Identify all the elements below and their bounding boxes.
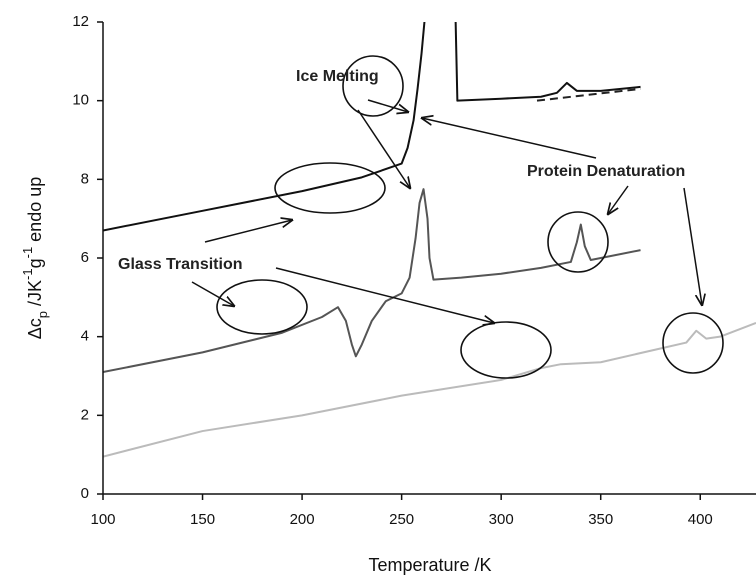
- y-tick-label: 12: [72, 13, 89, 30]
- y-label-part: -1: [20, 247, 35, 259]
- y-label-part: -1: [20, 268, 35, 280]
- circle: [342, 55, 404, 117]
- arrow: [204, 220, 292, 243]
- ellipse: [460, 321, 552, 379]
- x-tick-label: 150: [190, 511, 215, 528]
- data-line: [103, 188, 641, 374]
- data-line: [103, 22, 641, 232]
- y-label-part: endo up: [25, 177, 45, 247]
- annotation: Protein Denaturation: [527, 163, 685, 180]
- x-tick-label: 300: [489, 511, 514, 528]
- y-tick-label: 4: [81, 328, 89, 345]
- ellipse: [274, 162, 386, 214]
- x-tick-label: 350: [588, 511, 613, 528]
- arrow: [367, 99, 408, 112]
- y-tick-label: 2: [81, 406, 89, 423]
- y-label-part: Δc: [25, 318, 45, 339]
- arrow: [357, 109, 410, 188]
- annotation: Glass Transition: [118, 256, 242, 273]
- plot-area: [103, 22, 756, 458]
- x-tick-label: 400: [688, 511, 713, 528]
- y-label-part: p: [35, 311, 50, 318]
- x-axis-label: Temperature /K: [368, 555, 491, 575]
- data-line: [103, 321, 756, 458]
- annotation-shapes: [191, 55, 724, 379]
- arrow: [683, 187, 702, 305]
- y-tick-label: 6: [81, 249, 89, 266]
- arrow: [191, 281, 234, 306]
- y-axis-label: Δcp /JK-1g-1 endo up: [20, 177, 50, 340]
- x-tick-label: 200: [290, 511, 315, 528]
- y-tick-label: 10: [72, 92, 89, 109]
- y-label-part: g: [25, 258, 45, 268]
- ellipse: [216, 279, 308, 335]
- arrow: [422, 118, 597, 159]
- circle: [662, 312, 724, 374]
- arrow: [275, 267, 494, 323]
- x-tick-label: 250: [389, 511, 414, 528]
- y-label-part: /JK: [25, 280, 45, 311]
- x-tick-label: 100: [90, 511, 115, 528]
- arrow: [608, 185, 629, 214]
- circle: [547, 211, 609, 273]
- data-line: [536, 87, 641, 102]
- y-tick-label: 0: [81, 485, 89, 502]
- y-tick-label: 8: [81, 170, 89, 187]
- annotation: Ice Melting: [296, 68, 379, 85]
